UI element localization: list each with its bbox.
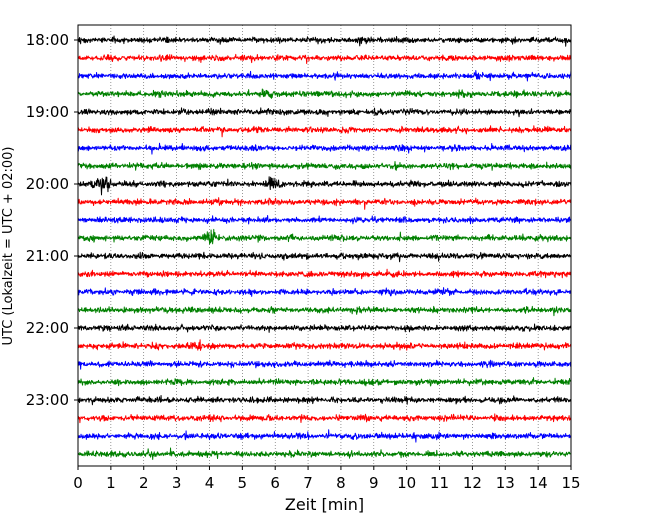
trace-line [77, 125, 572, 138]
plot-background [78, 25, 571, 466]
x-tick-label: 12 [463, 474, 482, 492]
trace-line [77, 305, 572, 317]
y-axis: 18:00 19:00 20:00 21:00 22:00 23:00 [26, 31, 78, 409]
x-tick-label: 11 [430, 474, 449, 492]
trace-line [77, 359, 572, 370]
trace-line [77, 339, 572, 351]
y-tick-label: 19:00 [26, 103, 69, 121]
trace-line [77, 88, 572, 99]
x-axis: 0 1 2 3 4 5 6 7 8 9 10 11 12 13 14 15 [73, 466, 581, 492]
trace-line [77, 70, 572, 82]
trace-line [77, 287, 572, 297]
y-tick-label: 22:00 [26, 319, 69, 337]
trace-line [77, 251, 572, 263]
x-tick-label: 6 [270, 474, 280, 492]
trace-line [77, 377, 572, 387]
trace-line [77, 53, 572, 64]
x-tick-label: 0 [73, 474, 83, 492]
x-tick-label: 7 [303, 474, 313, 492]
x-tick-label: 1 [106, 474, 116, 492]
x-tick-label: 15 [561, 474, 580, 492]
trace-line [77, 161, 572, 171]
y-tick-label: 21:00 [26, 247, 69, 265]
seismic-traces [77, 35, 572, 460]
plot-frame [77, 24, 572, 467]
trace-line [77, 323, 572, 333]
y-axis-label: UTC (Lokalzeit = UTC + 02:00) [1, 147, 16, 346]
x-axis-label: Zeit [min] [285, 495, 364, 514]
x-tick-label: 2 [139, 474, 149, 492]
trace-line [77, 107, 572, 118]
trace-line [77, 447, 572, 460]
x-tick-label: 4 [205, 474, 215, 492]
trace-line [77, 228, 572, 245]
x-tick-label: 10 [397, 474, 416, 492]
trace-line [77, 35, 572, 47]
y-tick-label: 23:00 [26, 391, 69, 409]
trace-line [77, 176, 572, 196]
x-tick-label: 5 [238, 474, 248, 492]
x-tick-label: 9 [369, 474, 379, 492]
x-tick-label: 13 [496, 474, 515, 492]
trace-line [77, 142, 572, 155]
trace-line [77, 214, 572, 225]
trace-line [77, 197, 572, 210]
trace-line [77, 413, 572, 424]
trace-line [77, 394, 572, 406]
x-tick-label: 14 [529, 474, 548, 492]
y-tick-label: 18:00 [26, 31, 69, 49]
x-tick-label: 8 [336, 474, 346, 492]
y-tick-label: 20:00 [26, 175, 69, 193]
x-tick-label: 3 [172, 474, 182, 492]
trace-line [77, 268, 572, 280]
trace-line [77, 429, 572, 443]
